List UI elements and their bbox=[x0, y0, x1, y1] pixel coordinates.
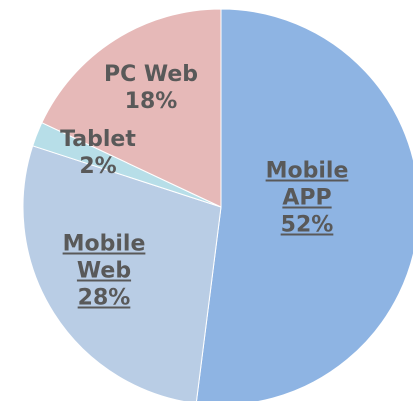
category-label: Tablet bbox=[60, 127, 136, 152]
data-label: Tablet 2% bbox=[43, 126, 153, 180]
pie-slice bbox=[195, 8, 413, 401]
pie-slice bbox=[41, 8, 222, 208]
category-label: Mobile APP bbox=[265, 158, 349, 211]
value-label: 2% bbox=[79, 154, 117, 179]
data-label: Mobile Web 28% bbox=[49, 231, 159, 312]
data-label: Mobile APP 52% bbox=[252, 158, 362, 239]
value-label: 18% bbox=[124, 89, 178, 114]
pie-slice bbox=[22, 145, 222, 401]
value-label: 28% bbox=[77, 285, 131, 311]
category-label: Mobile Web bbox=[62, 231, 146, 284]
data-label: PC Web 18% bbox=[96, 61, 206, 115]
value-label: 52% bbox=[280, 212, 334, 238]
category-label: PC Web bbox=[103, 62, 199, 87]
